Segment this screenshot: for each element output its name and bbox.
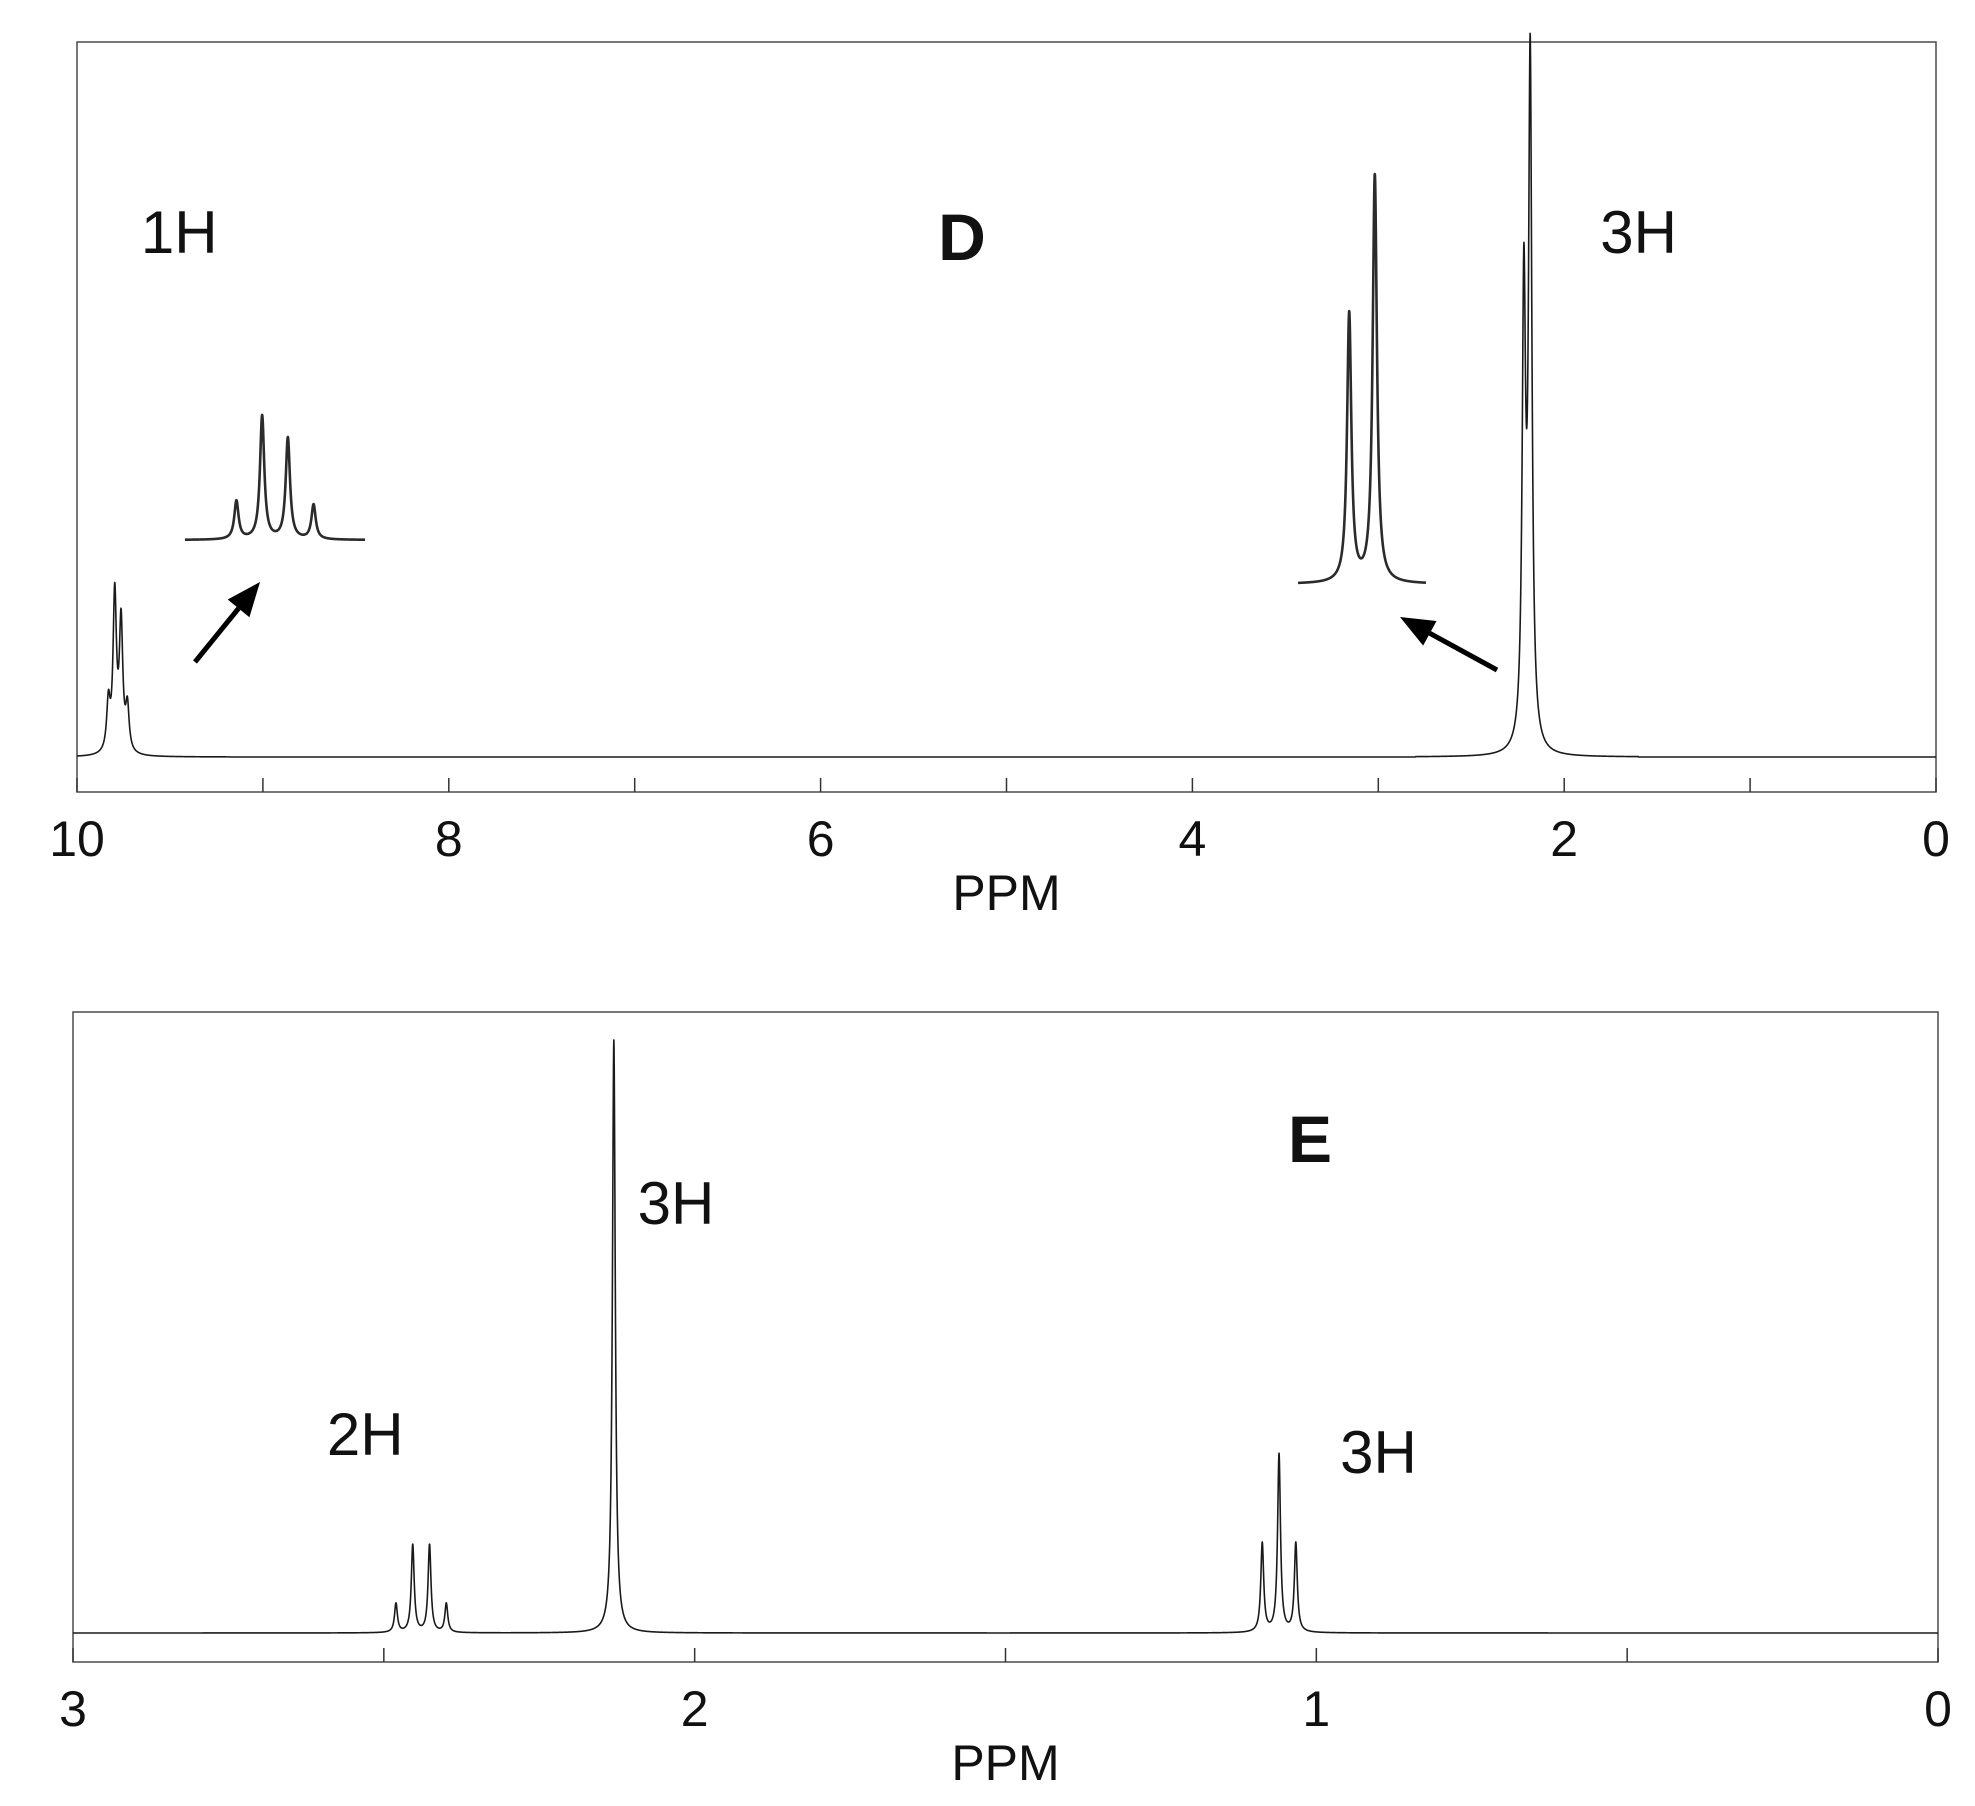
arrow-icon — [1428, 631, 1499, 673]
x-tick-label: 2 — [681, 1681, 709, 1737]
x-axis-title: PPM — [952, 865, 1060, 921]
panel-label: D — [938, 200, 986, 274]
integration-label: 3H — [1340, 1419, 1417, 1486]
x-tick-label: 2 — [1550, 811, 1578, 867]
x-tick-label: 6 — [807, 811, 835, 867]
panel-label: E — [1288, 1102, 1332, 1176]
x-tick-label: 0 — [1924, 1681, 1952, 1737]
doublet-expansion-inset — [1296, 172, 1499, 673]
x-tick-label: 1 — [1302, 1681, 1330, 1737]
integration-label: 1H — [141, 199, 218, 266]
spectrum-panel-d: 10 8 6 4 2 0 PPM D 1H 3H — [49, 32, 1950, 921]
x-tick-label: 8 — [435, 811, 463, 867]
plot-frame — [76, 41, 1937, 793]
integration-label: 3H — [1600, 199, 1677, 266]
integration-label: 3H — [638, 1170, 715, 1237]
spectrum-panel-e: 3 2 1 0 PPM E 2H 3H 3H — [59, 1011, 1952, 1791]
quartet-expansion-inset — [183, 413, 367, 664]
integration-label: 2H — [327, 1401, 404, 1468]
x-tick-label: 10 — [49, 811, 105, 867]
x-axis-title: PPM — [951, 1735, 1059, 1791]
x-tick-label: 3 — [59, 1681, 87, 1737]
inset-trace — [1296, 172, 1428, 585]
spectrum-trace — [76, 32, 1937, 758]
plot-frame — [72, 1011, 1939, 1663]
arrow-head-icon — [227, 582, 260, 618]
spectrum-trace — [72, 1039, 1939, 1634]
arrow-icon — [193, 606, 241, 664]
x-tick-label: 4 — [1178, 811, 1206, 867]
x-tick-label: 0 — [1922, 811, 1950, 867]
inset-trace — [183, 413, 367, 542]
arrow-head-icon — [1400, 617, 1437, 646]
